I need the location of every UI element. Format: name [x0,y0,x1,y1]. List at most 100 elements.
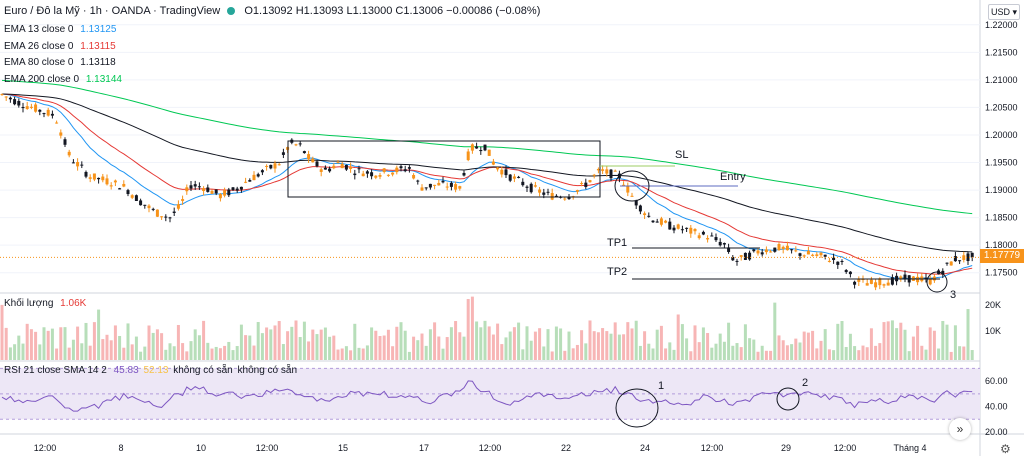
ema200-value: 1.13144 [85,74,122,85]
volume-bar [416,340,420,360]
volume-bar [370,327,374,360]
ema13-legend[interactable]: EMA 13 close 0 1.13125 [4,24,116,36]
volume-bar [386,329,390,360]
volume-bar [823,329,827,360]
candle-body [378,175,382,177]
candle-body [584,182,588,187]
ema-lines [1,79,973,280]
volume-bar [353,323,357,360]
volume-bar [399,322,403,360]
volume-bar [777,335,781,360]
candle-body [218,194,222,199]
candle-body [743,252,747,260]
ema80-legend[interactable]: EMA 80 close 0 1.13118 [4,57,116,69]
rsi-legend[interactable]: RSI 21 close SMA 14 2 45.83 52.13 không … [4,365,297,377]
volume-bar [693,325,697,360]
candle-body [4,96,8,98]
volume-bar [722,341,726,360]
candle-body [256,174,260,177]
volume-bar [8,347,12,360]
volume-bar [46,330,50,360]
candle-body [84,171,88,177]
volume-bar [487,326,491,360]
ema26-value: 1.13115 [80,41,116,52]
volume-bar [458,332,462,360]
candle-body [407,167,411,169]
candle-body [500,169,504,175]
candle-body [294,144,298,146]
candle-body [647,215,651,217]
volume-bar [454,321,458,360]
volume-bar [546,329,550,360]
candle-body [790,249,794,251]
volume-bar [0,304,4,360]
volume-bar [13,344,17,360]
candle-body [949,261,953,266]
volume-bar [785,345,789,360]
candle-body [899,276,903,280]
candle-body [890,277,894,285]
rsi-series-line [1,380,973,412]
volume-bar [911,336,915,360]
currency-select[interactable]: USD ▾ [988,4,1020,20]
candle-body [197,186,201,188]
volume-bar [916,325,920,360]
volume-bar [244,335,248,360]
ema13-value: 1.13125 [80,24,117,35]
volume-bar [223,345,227,360]
candle-body [466,151,470,161]
volume-bar [76,326,80,360]
candle-body [437,182,441,186]
candle-body [311,158,315,163]
volume-bar [932,330,936,360]
candle-body [206,187,210,192]
candle-body [76,161,80,167]
candle-body [151,208,155,210]
volume-bar [563,350,567,360]
candle-body [496,167,500,170]
volume-bar [827,349,831,360]
scroll-right-icon[interactable]: » [949,418,971,440]
volume-bar [277,321,281,360]
volume-bar [449,327,453,360]
volume-bar [340,348,344,360]
volume-bar [55,348,59,360]
volume-bar [890,320,894,360]
volume-bar [302,321,306,360]
volume-bar [491,334,495,360]
volume-bar [143,346,147,360]
volume-bar [382,335,386,360]
range-box [287,140,601,198]
current-price-badge: 1.17779 [980,249,1024,263]
candle-body [235,188,239,191]
candle-body [550,193,554,200]
volume-tick-label: 20K [985,300,1001,310]
candle-body [449,182,453,187]
volume-bar [336,349,340,360]
candle-body [248,180,252,182]
volume-bar [462,336,466,360]
chart-header: Euro / Đô la Mỹ · 1h · OANDA · TradingVi… [4,5,540,17]
volume-bar [836,323,840,360]
ema200-legend[interactable]: EMA 200 close 0 1.13144 [4,74,122,86]
volume-bar [470,296,474,360]
volume-bar [286,331,290,360]
volume-value: 1.06K [60,298,87,309]
ema26-legend[interactable]: EMA 26 close 0 1.13115 [4,41,116,53]
candle-body [760,252,764,255]
rsi-note-1: không có sẵn [173,365,233,376]
candle-body [966,253,970,261]
volume-bar [937,348,941,360]
volume-legend[interactable]: Khối lượng 1.06K [4,298,86,310]
volume-bar [622,334,626,360]
settings-gear-icon[interactable]: ⚙ [1000,442,1011,456]
volume-bar [596,332,600,360]
volume-bar [483,320,487,360]
volume-bar [790,344,794,360]
symbol-title[interactable]: Euro / Đô la Mỹ · 1h · OANDA · TradingVi… [4,5,221,17]
candle-body [88,177,92,179]
candle-body [659,218,663,225]
candle-body [172,211,176,214]
tp2-label: TP2 [607,266,627,278]
